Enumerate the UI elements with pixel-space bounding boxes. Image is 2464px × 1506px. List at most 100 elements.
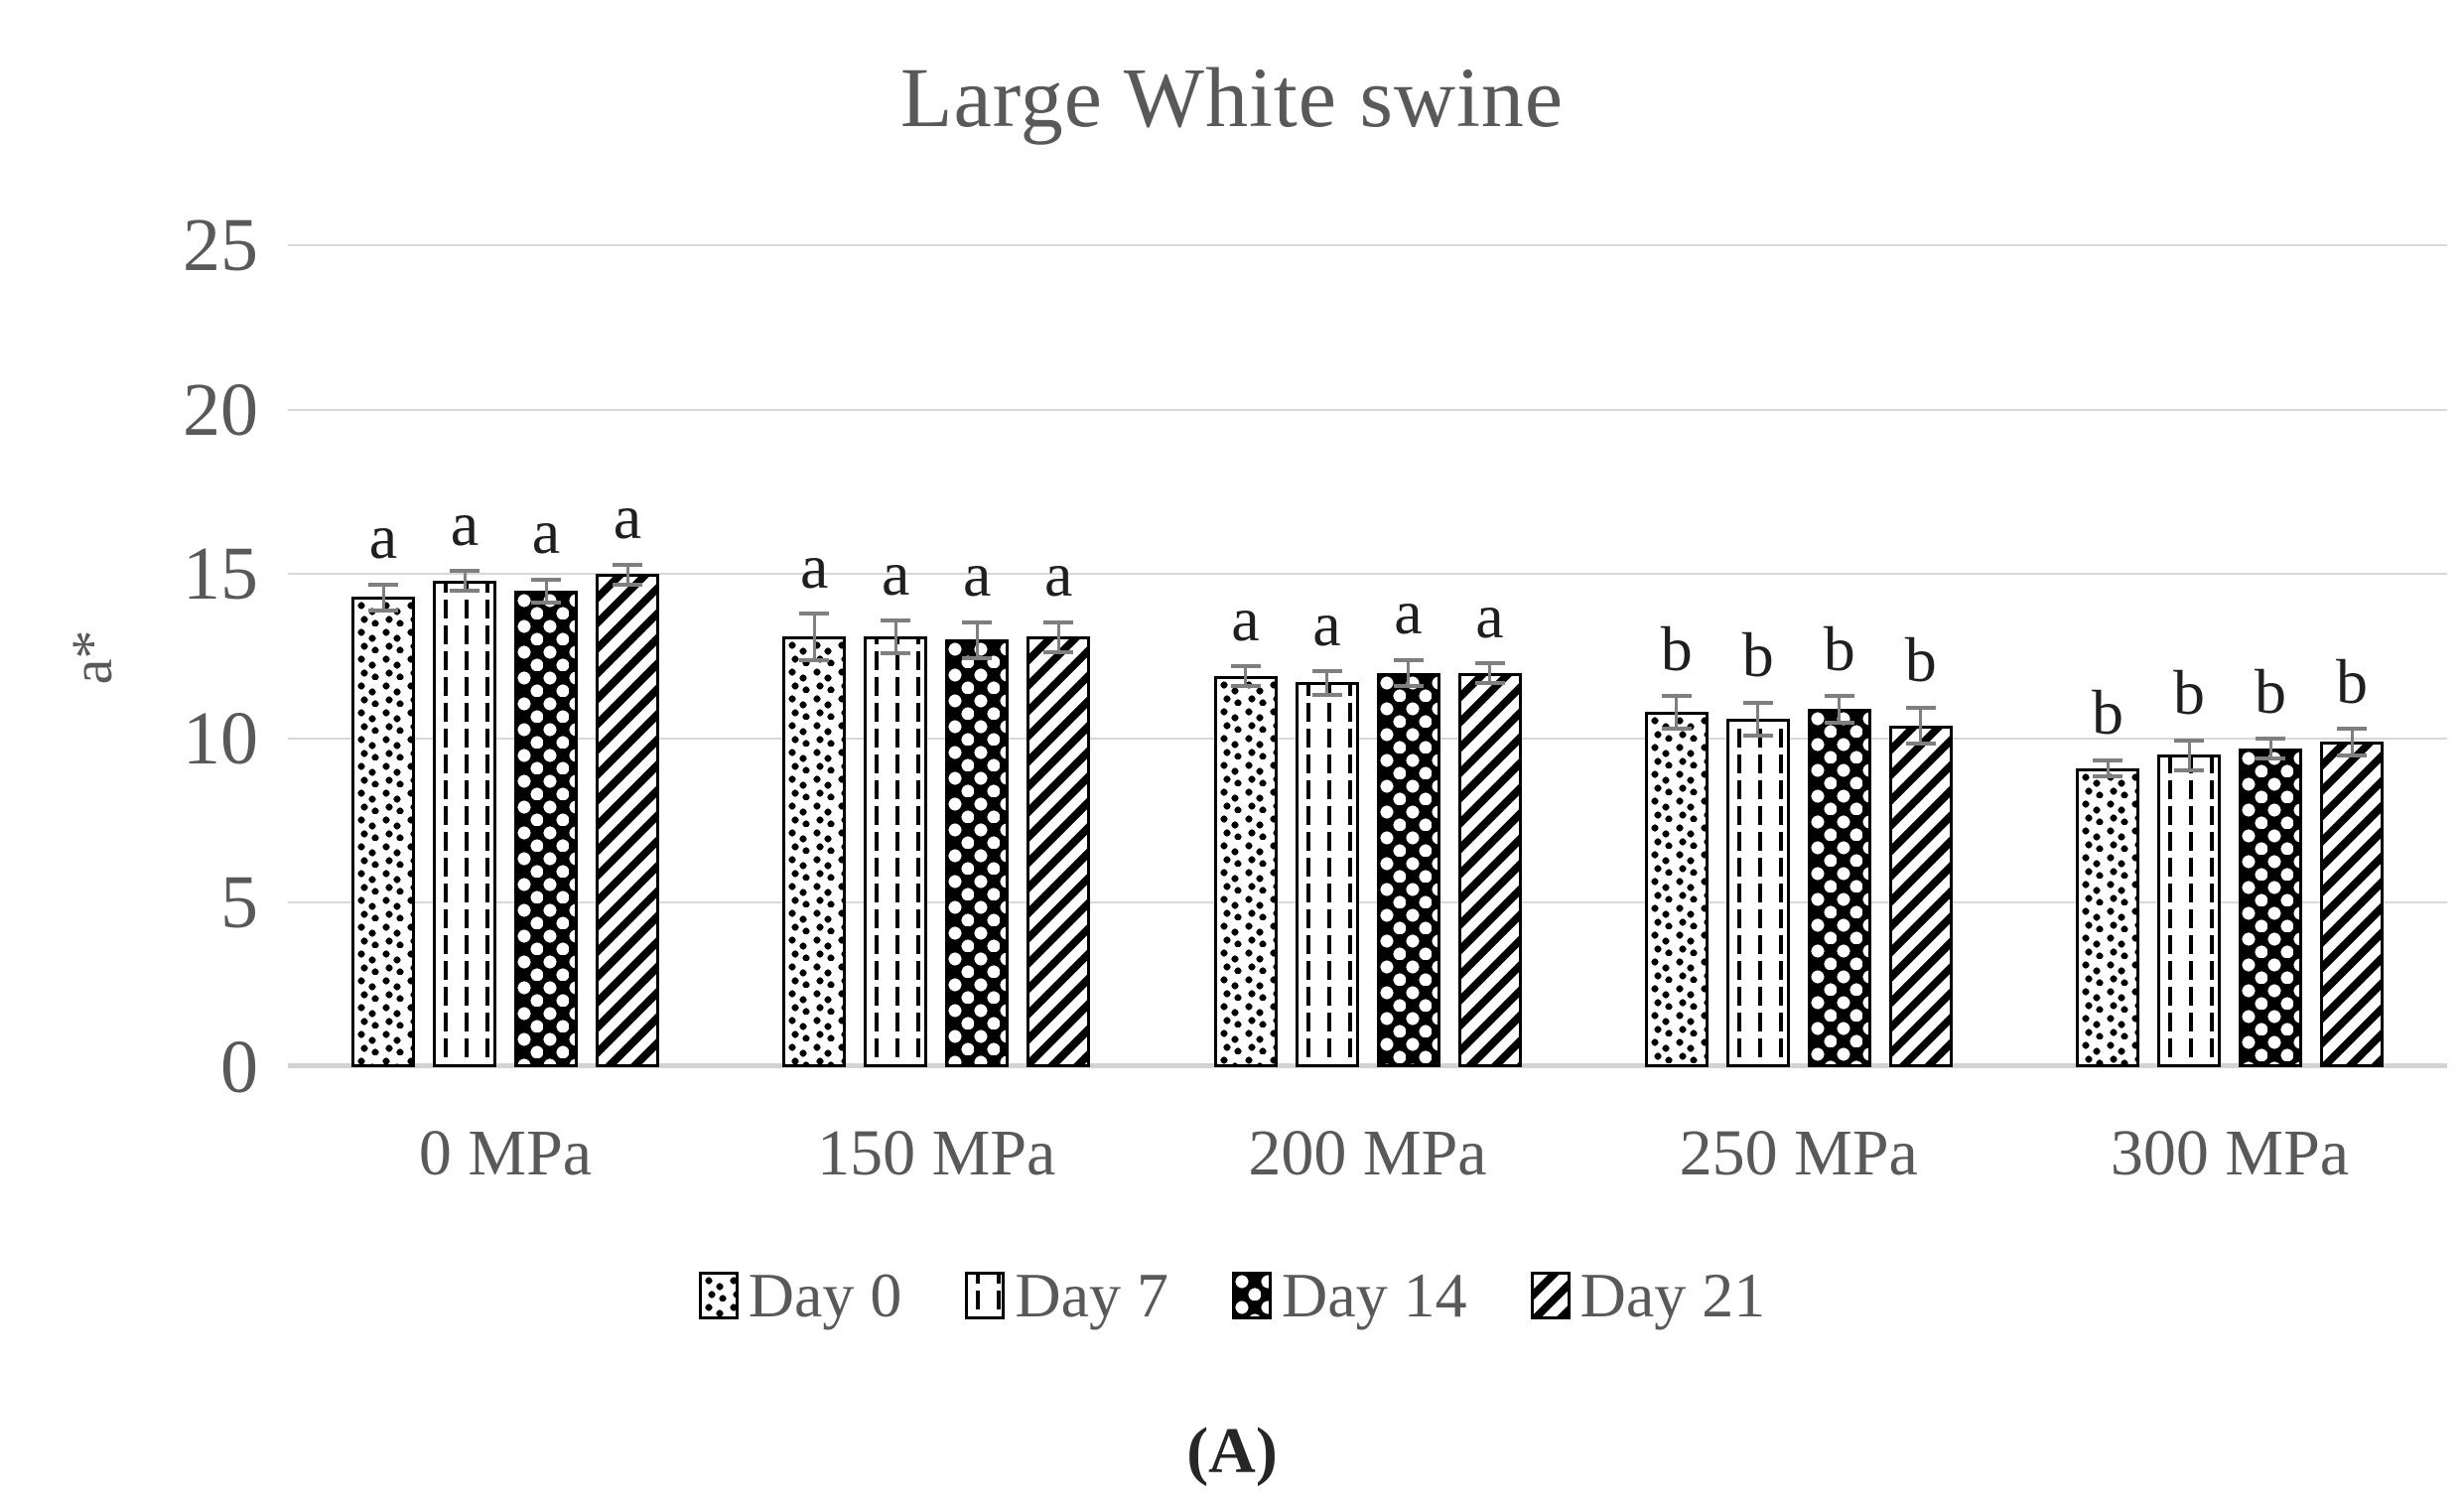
error-bar-stem (544, 579, 548, 603)
error-bar-stem (1919, 707, 1923, 744)
error-bar-cap-bottom (1661, 727, 1692, 732)
bar-day0-300mpa (2076, 767, 2139, 1067)
bar-day0-150mpa (782, 636, 847, 1067)
error-bar-cap-bottom (1311, 692, 1342, 697)
legend-item-day21: Day 21 (1530, 1259, 1765, 1332)
bar-day14-250mpa (1807, 708, 1871, 1067)
legend-label: Day 14 (1282, 1260, 1467, 1330)
error-bar-cap-bottom (2256, 756, 2285, 761)
error-bar-cap-top (1824, 694, 1854, 699)
significance-letter: a (613, 481, 642, 553)
significance-letter: b (2336, 645, 2368, 717)
legend-label: Day 0 (748, 1260, 902, 1330)
gridline (288, 573, 2447, 576)
error-bar-cap-bottom (881, 651, 911, 656)
legend-label: Day 7 (1015, 1260, 1168, 1330)
y-tick-label: 5 (220, 861, 258, 945)
error-bar-cap-bottom (1742, 733, 1773, 738)
error-bar-stem (893, 619, 897, 653)
error-bar-stem (463, 570, 467, 591)
error-bar-stem (1056, 621, 1060, 652)
error-bar-cap-top (2337, 727, 2367, 732)
error-bar-cap-top (1043, 619, 1074, 624)
bar-day14-300mpa (2239, 748, 2302, 1067)
significance-letter: b (1904, 624, 1937, 696)
significance-letter: a (800, 530, 829, 602)
y-tick-label: 10 (183, 696, 258, 780)
significance-letter: a (450, 487, 479, 559)
error-bar-cap-bottom (799, 657, 830, 662)
legend-item-day0: Day 0 (698, 1259, 902, 1332)
x-category-label: 150 MPa (817, 1117, 1056, 1189)
bar-day7-250mpa (1725, 718, 1790, 1067)
error-bar-stem (2268, 738, 2272, 758)
error-bar-cap-bottom (1393, 684, 1424, 689)
error-bar-cap-bottom (613, 582, 642, 587)
bar-day21-250mpa (1888, 725, 1953, 1067)
chart-title: Large White swine (899, 50, 1565, 145)
error-bar-cap-bottom (1474, 680, 1505, 685)
bar-day21-300mpa (2320, 742, 2384, 1067)
bar-day7-300mpa (2157, 754, 2221, 1067)
gridline (288, 737, 2447, 740)
error-bar-stem (2350, 728, 2354, 755)
error-bar-cap-top (368, 582, 398, 587)
bar-day7-150mpa (864, 636, 928, 1067)
x-category-label: 250 MPa (1679, 1117, 1918, 1189)
x-category-label: 0 MPa (418, 1117, 593, 1189)
x-category-label: 200 MPa (1248, 1117, 1487, 1189)
significance-letter: b (1660, 613, 1693, 684)
bar-day14-200mpa (1376, 672, 1440, 1067)
significance-letter: b (1823, 613, 1855, 684)
error-bar-cap-top (1742, 700, 1773, 705)
dots-pattern-swatch-icon (698, 1272, 739, 1319)
error-bar-cap-top (962, 619, 993, 624)
y-tick-label: 0 (220, 1026, 258, 1109)
bar-day14-0mpa (514, 590, 578, 1067)
error-bar-cap-top (2256, 737, 2285, 742)
significance-letter: a (1312, 588, 1341, 659)
error-bar-stem (381, 584, 385, 611)
error-bar-cap-top (1230, 664, 1261, 669)
legend: Day 0 Day 7 Day 14 Day 21 (0, 1259, 2464, 1332)
x-axis-line (288, 1063, 2447, 1068)
error-bar-cap-bottom (1905, 742, 1936, 747)
bar-day0-200mpa (1213, 675, 1278, 1067)
error-bar-stem (1756, 702, 1760, 736)
significance-letter: a (1475, 580, 1504, 651)
y-tick-label: 20 (183, 367, 258, 452)
gridline (288, 901, 2447, 904)
error-bar-stem (2187, 740, 2191, 770)
error-bar-stem (1244, 665, 1247, 686)
significance-letter: a (1044, 539, 1073, 611)
error-bar-cap-bottom (450, 589, 479, 594)
error-bar-stem (1675, 695, 1679, 729)
error-bar-cap-top (1661, 694, 1692, 699)
bar-day0-250mpa (1644, 712, 1709, 1067)
error-bar-cap-bottom (2093, 774, 2122, 779)
error-bar-cap-bottom (962, 656, 993, 661)
significance-letter: b (2092, 677, 2123, 749)
error-bar-stem (812, 613, 816, 660)
error-bar-cap-top (1474, 661, 1505, 666)
significance-letter: a (1394, 577, 1423, 648)
x-category-label: 300 MPa (2110, 1117, 2350, 1189)
circles-pattern-swatch-icon (1232, 1272, 1272, 1319)
significance-letter: a (963, 539, 992, 611)
significance-letter: b (2173, 657, 2205, 729)
significance-letter: b (2255, 655, 2286, 727)
error-bar-cap-top (881, 618, 911, 623)
error-bar-cap-top (2174, 738, 2204, 743)
error-bar-cap-top (450, 569, 479, 574)
error-bar-cap-bottom (1043, 649, 1074, 654)
bar-day21-150mpa (1027, 636, 1091, 1067)
error-bar-stem (975, 621, 979, 658)
error-bar-cap-top (613, 562, 642, 567)
error-bar-cap-bottom (1824, 720, 1854, 725)
y-tick-label: 25 (183, 204, 258, 287)
error-bar-stem (1325, 670, 1328, 695)
error-bar-cap-bottom (2337, 753, 2367, 757)
gridline (288, 408, 2447, 411)
significance-letter: a (882, 537, 910, 609)
